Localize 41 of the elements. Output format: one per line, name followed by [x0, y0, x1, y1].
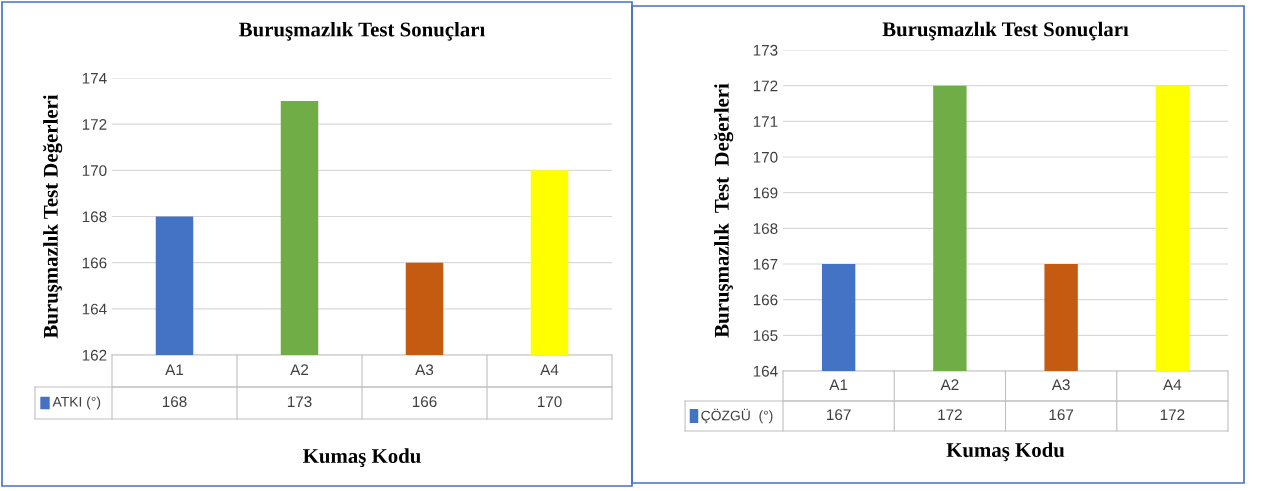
y-tick-label: 164: [753, 365, 778, 377]
data-label: 167: [1049, 409, 1074, 421]
data-label: 172: [938, 409, 962, 420]
data-label: 166: [412, 396, 437, 408]
y-tick-label: 162: [82, 349, 107, 361]
y-tick-label: 172: [82, 119, 107, 130]
data-label: 170: [537, 396, 562, 408]
y-axis-title: Buruşmazlık Test Değerleri: [713, 83, 734, 338]
y-tick-label: 168: [82, 211, 107, 223]
data-label: 167: [827, 409, 851, 421]
y-tick-label: 169: [753, 187, 778, 199]
y-tick-label: 172: [753, 80, 778, 92]
y-tick-label: 166: [82, 257, 107, 269]
chart-title: Buruşmazlık Test Sonuçları: [239, 21, 485, 41]
y-tick-label: 166: [753, 294, 778, 306]
y-tick-label: 173: [753, 44, 778, 56]
y-axis-title: Buruşmazlık Test Değerleri: [42, 94, 63, 339]
x-tick-label: A1: [829, 379, 848, 390]
data-label: 173: [287, 396, 312, 408]
y-tick-label: 168: [753, 223, 778, 235]
y-tick-label: 170: [82, 165, 107, 177]
x-tick-label: A2: [290, 364, 309, 375]
legend-label: ATKI (°): [52, 396, 101, 410]
x-tick-label: A1: [165, 364, 184, 375]
x-tick-label: A4: [540, 364, 559, 375]
legend-label: ÇÖZGÜ (°): [701, 408, 773, 424]
y-tick-label: 165: [753, 330, 778, 342]
chart-title: Buruşmazlık Test Sonuçları: [882, 21, 1129, 41]
y-tick-label: 164: [82, 303, 107, 315]
x-tick-label: A2: [940, 379, 959, 390]
x-tick-label: A3: [1051, 379, 1070, 391]
x-tick-label: A3: [415, 364, 434, 376]
y-tick-label: 171: [753, 116, 778, 127]
x-axis-title: Kumaş Kodu: [303, 448, 421, 468]
y-tick-label: 170: [753, 151, 778, 163]
y-tick-label: 174: [82, 73, 107, 84]
x-axis-title: Kumaş Kodu: [946, 442, 1065, 462]
data-label: 172: [1160, 409, 1185, 420]
data-label: 168: [162, 396, 187, 408]
y-tick-label: 167: [753, 258, 778, 270]
x-tick-label: A4: [1163, 379, 1182, 390]
